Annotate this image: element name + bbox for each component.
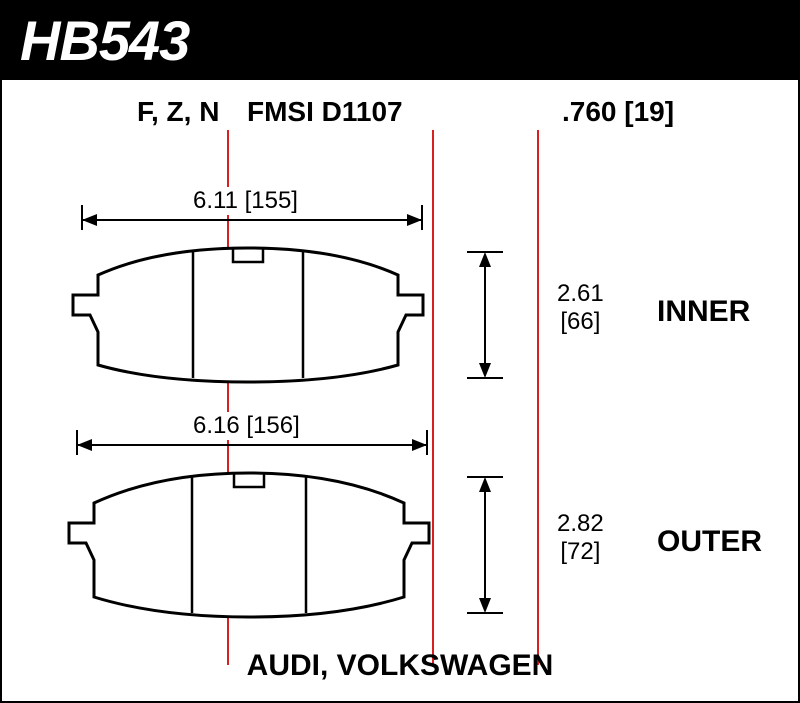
top-labels-row: F, Z, N FMSI D1107 .760 [19]: [2, 96, 798, 136]
outer-side-label: OUTER: [657, 525, 762, 559]
inner-pad-shape: [68, 240, 428, 390]
compounds-label: F, Z, N: [137, 96, 219, 128]
outer-width-label: 6.16 [156]: [187, 412, 306, 440]
brand-label: AUDI, VOLKSWAGEN: [2, 649, 798, 683]
part-number: HB543: [20, 8, 189, 73]
diagram-area: F, Z, N FMSI D1107 .760 [19] 6.11 [155] …: [0, 80, 800, 703]
outer-height-dimension: [457, 465, 512, 625]
fmsi-label: FMSI D1107: [247, 96, 403, 128]
thickness-label: .760 [19]: [562, 96, 674, 128]
header-bar: HB543: [0, 0, 800, 80]
inner-height-label: 2.61 [66]: [557, 280, 604, 335]
red-line-3: [537, 130, 539, 665]
inner-width-label: 6.11 [155]: [187, 187, 304, 215]
inner-side-label: INNER: [657, 295, 750, 329]
outer-height-label: 2.82 [72]: [557, 510, 604, 565]
outer-pad-shape: [64, 465, 434, 625]
inner-height-dimension: [457, 240, 512, 390]
